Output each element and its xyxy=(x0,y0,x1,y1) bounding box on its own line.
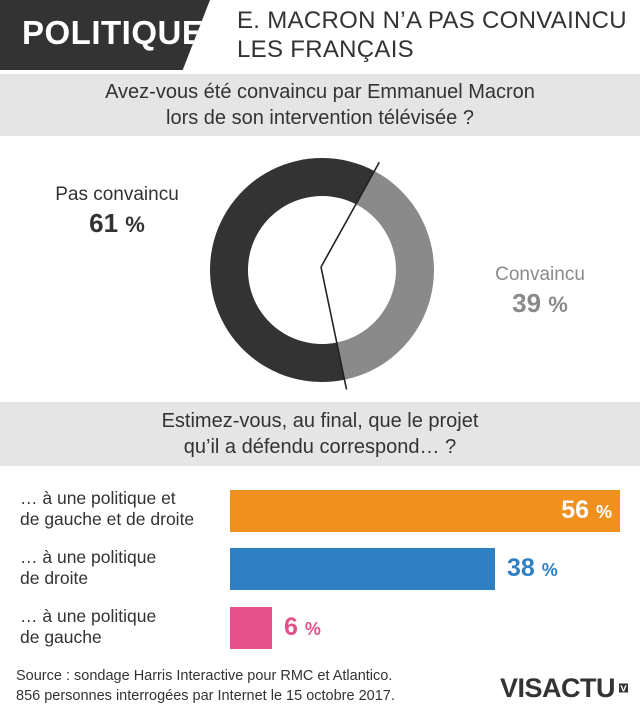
donut-divider-line xyxy=(320,266,348,390)
bar-value-unit: % xyxy=(541,560,558,580)
bar-value: 56 % xyxy=(561,496,612,525)
bar-value-unit: % xyxy=(595,502,612,522)
slice-name: Pas convaincu xyxy=(55,184,179,205)
question-2-line2: qu’il a défendu correspond… ? xyxy=(183,436,457,458)
source-line1: Source : sondage Harris Interactive pour… xyxy=(16,668,393,684)
donut-chart-area: Pas convaincu 61 % Convaincu 39 % xyxy=(0,136,640,402)
question-2-line1: Estimez-vous, au final, que le projet xyxy=(161,410,479,432)
question-1-band: Avez-vous été convaincu par Emmanuel Mac… xyxy=(0,74,640,136)
bar-label-line1: … à une politique xyxy=(20,547,157,567)
bar-value-unit: % xyxy=(304,619,321,639)
bar-label-line2: de gauche xyxy=(20,627,102,647)
donut-divider-line xyxy=(320,161,380,268)
donut-chart xyxy=(210,157,434,390)
slice-label-pas-convaincu: Pas convaincu 61 % xyxy=(46,184,188,239)
bar-label-line2: de droite xyxy=(20,568,89,588)
question-1-line2: lors de son intervention télévisée ? xyxy=(166,107,474,129)
slice-value: 61 % xyxy=(46,208,188,239)
bar-value: 6 % xyxy=(284,613,321,642)
bar-value: 38 % xyxy=(507,554,558,583)
bar-label: … à une politique de gauche xyxy=(20,606,220,648)
question-2-band: Estimez-vous, au final, que le projet qu… xyxy=(0,402,640,466)
source-line2: 856 personnes interrogées par Internet l… xyxy=(16,688,395,704)
bar-label-line2: de gauche et de droite xyxy=(20,509,195,529)
bar-mixte xyxy=(230,490,620,532)
visactu-logo-icon xyxy=(619,683,628,693)
headline-line2: LES FRANÇAIS xyxy=(237,36,414,63)
bar-value-number: 6 xyxy=(284,613,298,641)
header: POLITIQUE E. MACRON N’A PAS CONVAINCU LE… xyxy=(0,0,640,74)
slice-label-convaincu: Convaincu 39 % xyxy=(482,264,598,319)
source-note: Source : sondage Harris Interactive pour… xyxy=(16,666,395,706)
bar-label: … à une politique de droite xyxy=(20,547,220,589)
slice-name: Convaincu xyxy=(495,264,585,285)
bar-value-number: 38 xyxy=(507,554,535,582)
donut-slice-convaincu xyxy=(336,171,434,380)
slice-value-unit: % xyxy=(548,292,568,317)
visactu-logo: VISACTU xyxy=(500,668,628,708)
slice-value-number: 61 xyxy=(89,208,119,238)
bar-label-line1: … à une politique et xyxy=(20,488,176,508)
section-tag-label: POLITIQUE xyxy=(22,14,205,51)
headline-line1: E. MACRON N’A PAS CONVAINCU xyxy=(237,7,627,34)
bar-gauche xyxy=(230,607,272,649)
bar-value-number: 56 xyxy=(561,496,590,524)
bar-label: … à une politique et de gauche et de dro… xyxy=(20,488,220,530)
logo-text: VISACTU xyxy=(500,672,616,703)
bar-chart: … à une politique et de gauche et de dro… xyxy=(0,466,640,662)
donut-slice-pas-convaincu xyxy=(210,157,375,382)
slice-value-number: 39 xyxy=(512,288,542,318)
section-tag: POLITIQUE xyxy=(0,0,210,70)
bar-droite xyxy=(230,548,495,590)
slice-value: 39 % xyxy=(482,288,598,319)
question-1-line1: Avez-vous été convaincu par Emmanuel Mac… xyxy=(105,81,535,103)
bar-label-line1: … à une politique xyxy=(20,606,157,626)
headline: E. MACRON N’A PAS CONVAINCU LES FRANÇAIS xyxy=(237,6,637,64)
slice-value-unit: % xyxy=(125,212,145,237)
